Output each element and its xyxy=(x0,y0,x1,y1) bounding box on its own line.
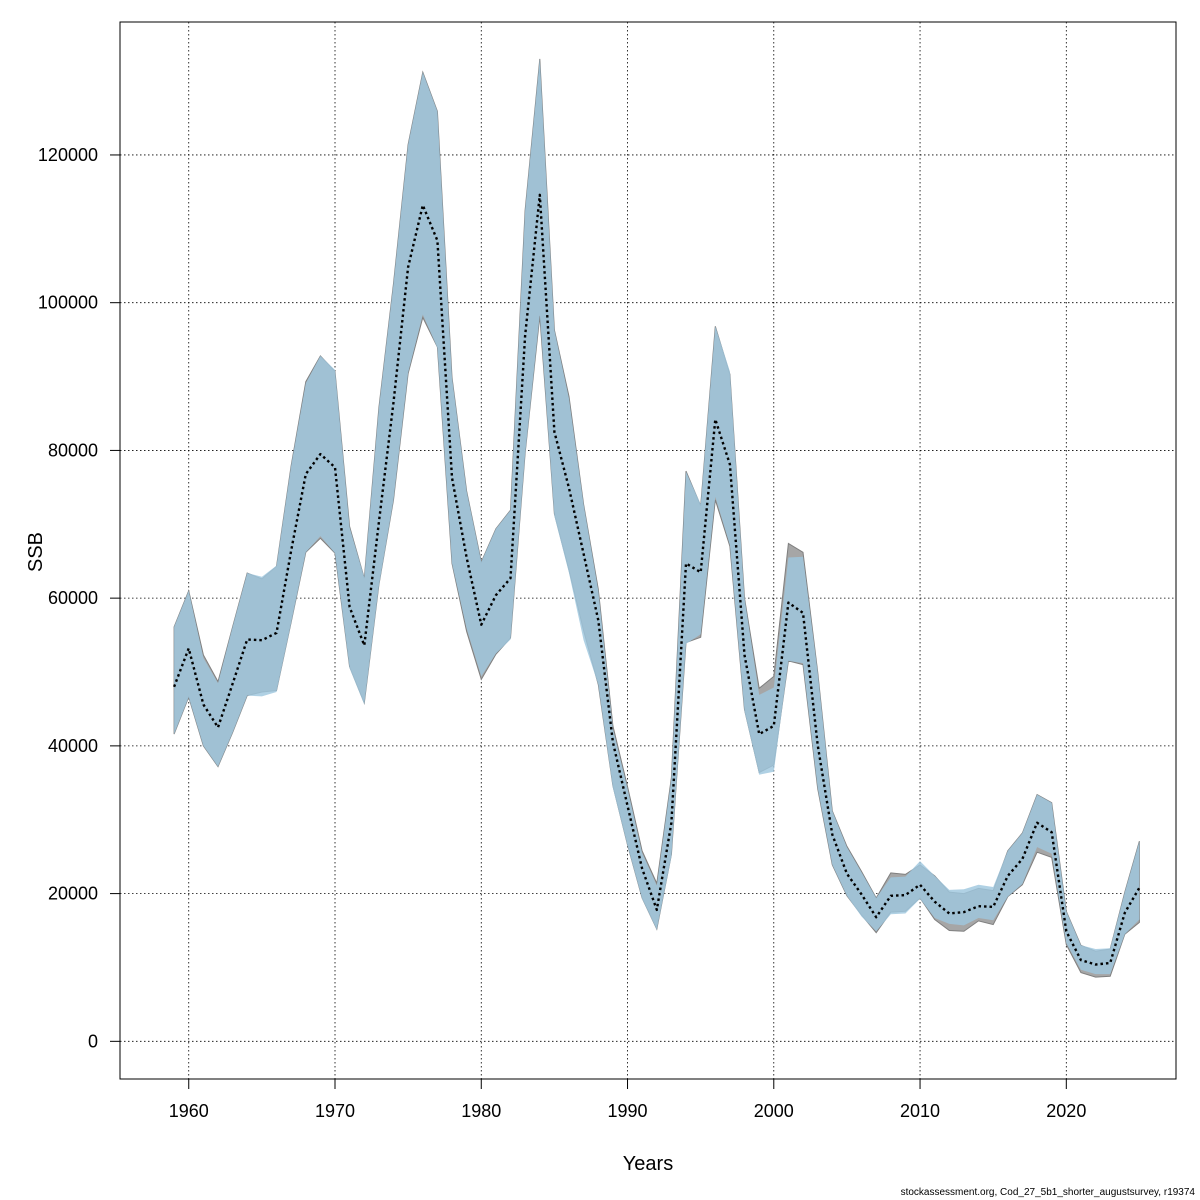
x-tick-label-2010: 2010 xyxy=(900,1101,940,1121)
y-tick-label-0: 0 xyxy=(88,1031,98,1051)
y-tick-label-20000: 20000 xyxy=(48,884,98,904)
y-tick-label-100000: 100000 xyxy=(38,293,98,313)
y-tick-label-80000: 80000 xyxy=(48,440,98,460)
x-tick-label-1970: 1970 xyxy=(315,1101,355,1121)
footnote: stockassessment.org, Cod_27_5b1_shorter_… xyxy=(901,1187,1196,1198)
y-tick-label-60000: 60000 xyxy=(48,588,98,608)
band-layer xyxy=(173,58,1140,978)
x-tick-label-1960: 1960 xyxy=(169,1101,209,1121)
ssb-estimate-line xyxy=(172,193,1141,966)
x-tick-label-1990: 1990 xyxy=(608,1101,648,1121)
x-tick-label-2000: 2000 xyxy=(754,1101,794,1121)
line-layer xyxy=(172,193,1141,966)
y-axis-title: SSB xyxy=(25,532,47,572)
y-tick-label-40000: 40000 xyxy=(48,736,98,756)
x-axis: 1960 1970 1980 1990 2000 2010 2020 xyxy=(169,1078,1086,1121)
confidence-band-blue xyxy=(174,58,1140,975)
x-tick-label-1980: 1980 xyxy=(461,1101,501,1121)
x-tick-label-2020: 2020 xyxy=(1046,1101,1086,1121)
y-axis: 0 20000 40000 60000 80000 100000 120000 xyxy=(38,145,121,1051)
x-axis-title: Years xyxy=(623,1153,673,1175)
y-tick-label-120000: 120000 xyxy=(38,145,98,165)
